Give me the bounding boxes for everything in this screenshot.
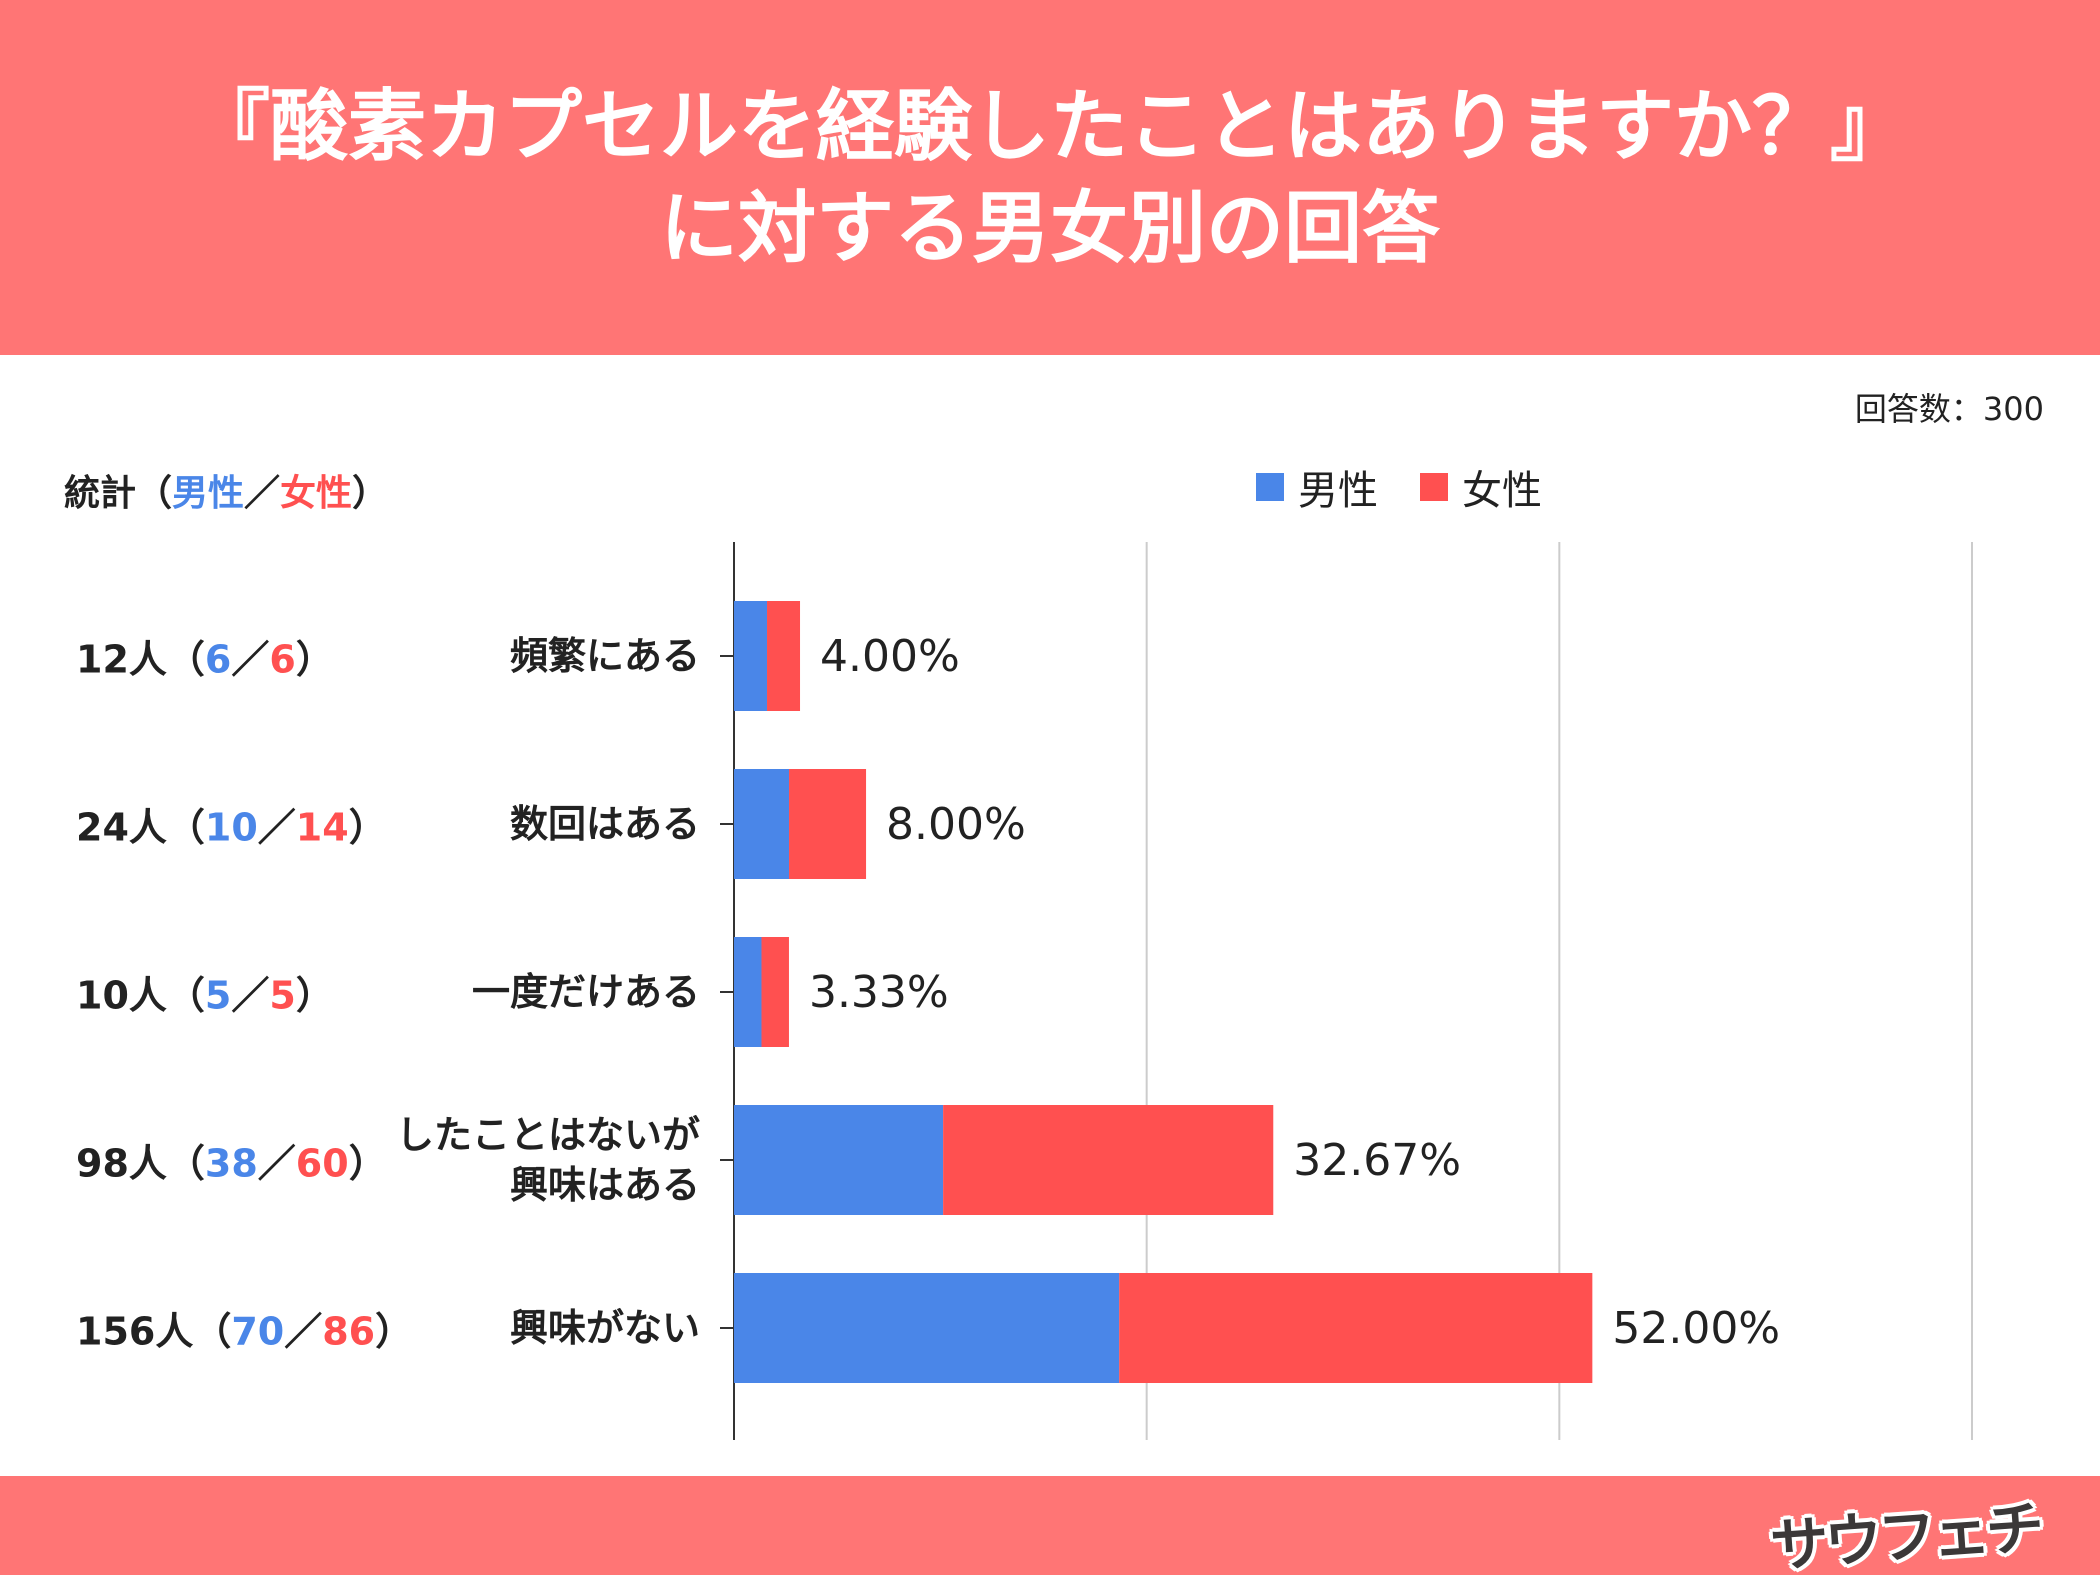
stat-total: 24人（ [76,805,205,850]
bar-female [1119,1273,1593,1383]
title-line-2: に対する男女別の回答 [659,183,1440,274]
stat-male: 38 [204,1141,258,1186]
bar-female [761,937,789,1047]
stat-sep: ／ [257,805,296,850]
legend-female-swatch [1420,473,1448,501]
legend-male-label: 男性 [1298,468,1378,514]
logo: サウフェチ [1768,1493,2043,1581]
stat-close: ） [348,805,387,850]
bar-male [734,769,790,879]
stat-close: ） [375,1309,414,1354]
stat-close: ） [348,1141,387,1186]
stat-row: 156人（70／86） [76,1301,413,1356]
bar-male [734,937,762,1047]
stat-total: 98人（ [76,1141,205,1186]
stat-male: 70 [231,1309,285,1354]
data-label: 8.00% [886,799,1026,850]
stats-header: 統計（男性／女性） [64,464,388,516]
bar-female [789,769,867,879]
stat-row: 98人（38／60） [76,1133,387,1188]
stat-row: 10人（5／5） [76,965,334,1020]
legend-male-swatch [1256,473,1284,501]
legend: 男性 女性 [1256,458,1542,516]
stat-sep: ／ [231,637,270,682]
stat-male: 6 [204,637,232,682]
respondent-count: 回答数：300 [1854,390,2044,428]
category-label: 数回はある [509,802,700,846]
stat-total: 12人（ [76,637,205,682]
footer-banner: サウフェチ [0,1476,2100,1580]
category-label: したことはないが 興味はある [395,1113,700,1207]
stat-sep: ／ [257,1141,296,1186]
stat-male: 5 [204,973,232,1018]
stats-female-label: 女性 [280,473,353,514]
stats-prefix: 統計（ [64,473,173,514]
stat-close: ） [295,637,334,682]
data-label: 52.00% [1612,1303,1780,1354]
legend-female-label: 女性 [1462,468,1542,514]
stat-female: 14 [295,805,349,850]
category-label: 興味がない [509,1306,700,1350]
stat-close: ） [295,973,334,1018]
stat-female: 60 [295,1141,349,1186]
stat-female: 86 [322,1309,376,1354]
category-label: 一度だけある [471,970,700,1014]
bar-female [943,1105,1274,1215]
data-label: 3.33% [809,967,949,1018]
title-line-1: 『酸素カプセルを経験したことはありますか？』 [191,81,1908,172]
stat-sep: ／ [284,1309,323,1354]
stats-male-label: 男性 [172,473,245,514]
stat-total: 156人（ [76,1309,232,1354]
stat-row: 24人（10／14） [76,797,387,852]
stats-sep: ／ [244,473,281,514]
bar-male [734,1105,944,1215]
category-label: 頻繁にある [509,634,700,678]
stat-female: 5 [269,973,296,1018]
bar-female [767,601,801,711]
stat-total: 10人（ [76,973,205,1018]
stat-female: 6 [269,637,296,682]
data-label: 32.67% [1293,1135,1461,1186]
title-banner: 『酸素カプセルを経験したことはありますか？』 に対する男女別の回答 [0,0,2100,355]
bar-male [734,1273,1120,1383]
bar-male [734,601,768,711]
stat-row: 12人（6／6） [76,629,334,684]
stat-sep: ／ [231,973,270,1018]
data-label: 4.00% [820,631,960,682]
stat-male: 10 [204,805,258,850]
stats-suffix: ） [352,473,389,514]
